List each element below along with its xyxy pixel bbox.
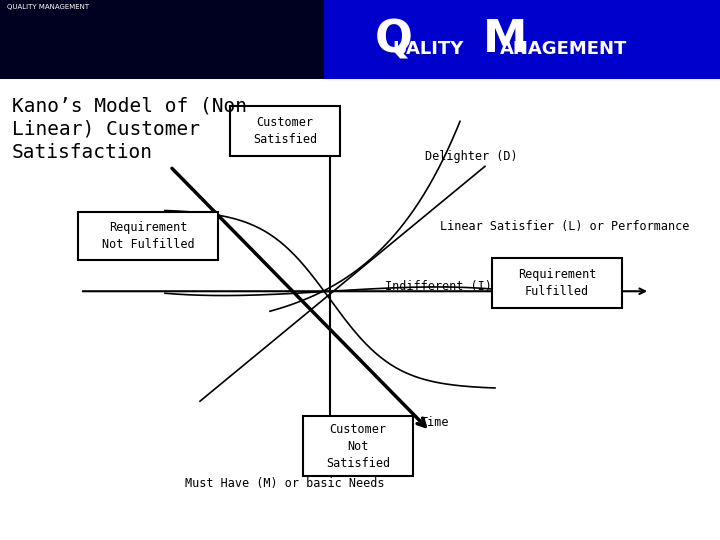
Text: Requirement
Not Fulfilled: Requirement Not Fulfilled bbox=[102, 221, 194, 251]
Text: Time: Time bbox=[420, 416, 449, 429]
Text: Must Have (M) or basic Needs: Must Have (M) or basic Needs bbox=[185, 477, 384, 490]
Text: Prof. Indrajit Mukherjee, School of Management, IIT Bombay: Prof. Indrajit Mukherjee, School of Mana… bbox=[138, 514, 539, 526]
FancyBboxPatch shape bbox=[78, 212, 218, 260]
Text: Customer
Not
Satisfied: Customer Not Satisfied bbox=[326, 423, 390, 470]
Text: Customer
Satisfied: Customer Satisfied bbox=[253, 116, 317, 146]
Text: ANAGEMENT: ANAGEMENT bbox=[500, 40, 628, 58]
Text: Indifferent (I): Indifferent (I) bbox=[385, 280, 492, 293]
FancyBboxPatch shape bbox=[492, 258, 622, 308]
Text: QUALITY MANAGEMENT: QUALITY MANAGEMENT bbox=[7, 4, 89, 10]
FancyBboxPatch shape bbox=[230, 106, 340, 157]
Text: 1: 1 bbox=[703, 509, 709, 519]
Bar bbox=[324, 0, 720, 79]
Text: Requirement
Fulfilled: Requirement Fulfilled bbox=[518, 268, 596, 298]
FancyBboxPatch shape bbox=[303, 416, 413, 476]
Text: Kano’s Model of (Non-
Linear) Customer
Satisfaction: Kano’s Model of (Non- Linear) Customer S… bbox=[12, 96, 258, 163]
Text: M: M bbox=[482, 18, 527, 61]
Text: UALITY: UALITY bbox=[392, 40, 464, 58]
Text: Linear Satisfier (L) or Performance: Linear Satisfier (L) or Performance bbox=[440, 220, 689, 233]
Text: Q: Q bbox=[374, 18, 413, 61]
Text: Delighter (D): Delighter (D) bbox=[425, 150, 518, 163]
